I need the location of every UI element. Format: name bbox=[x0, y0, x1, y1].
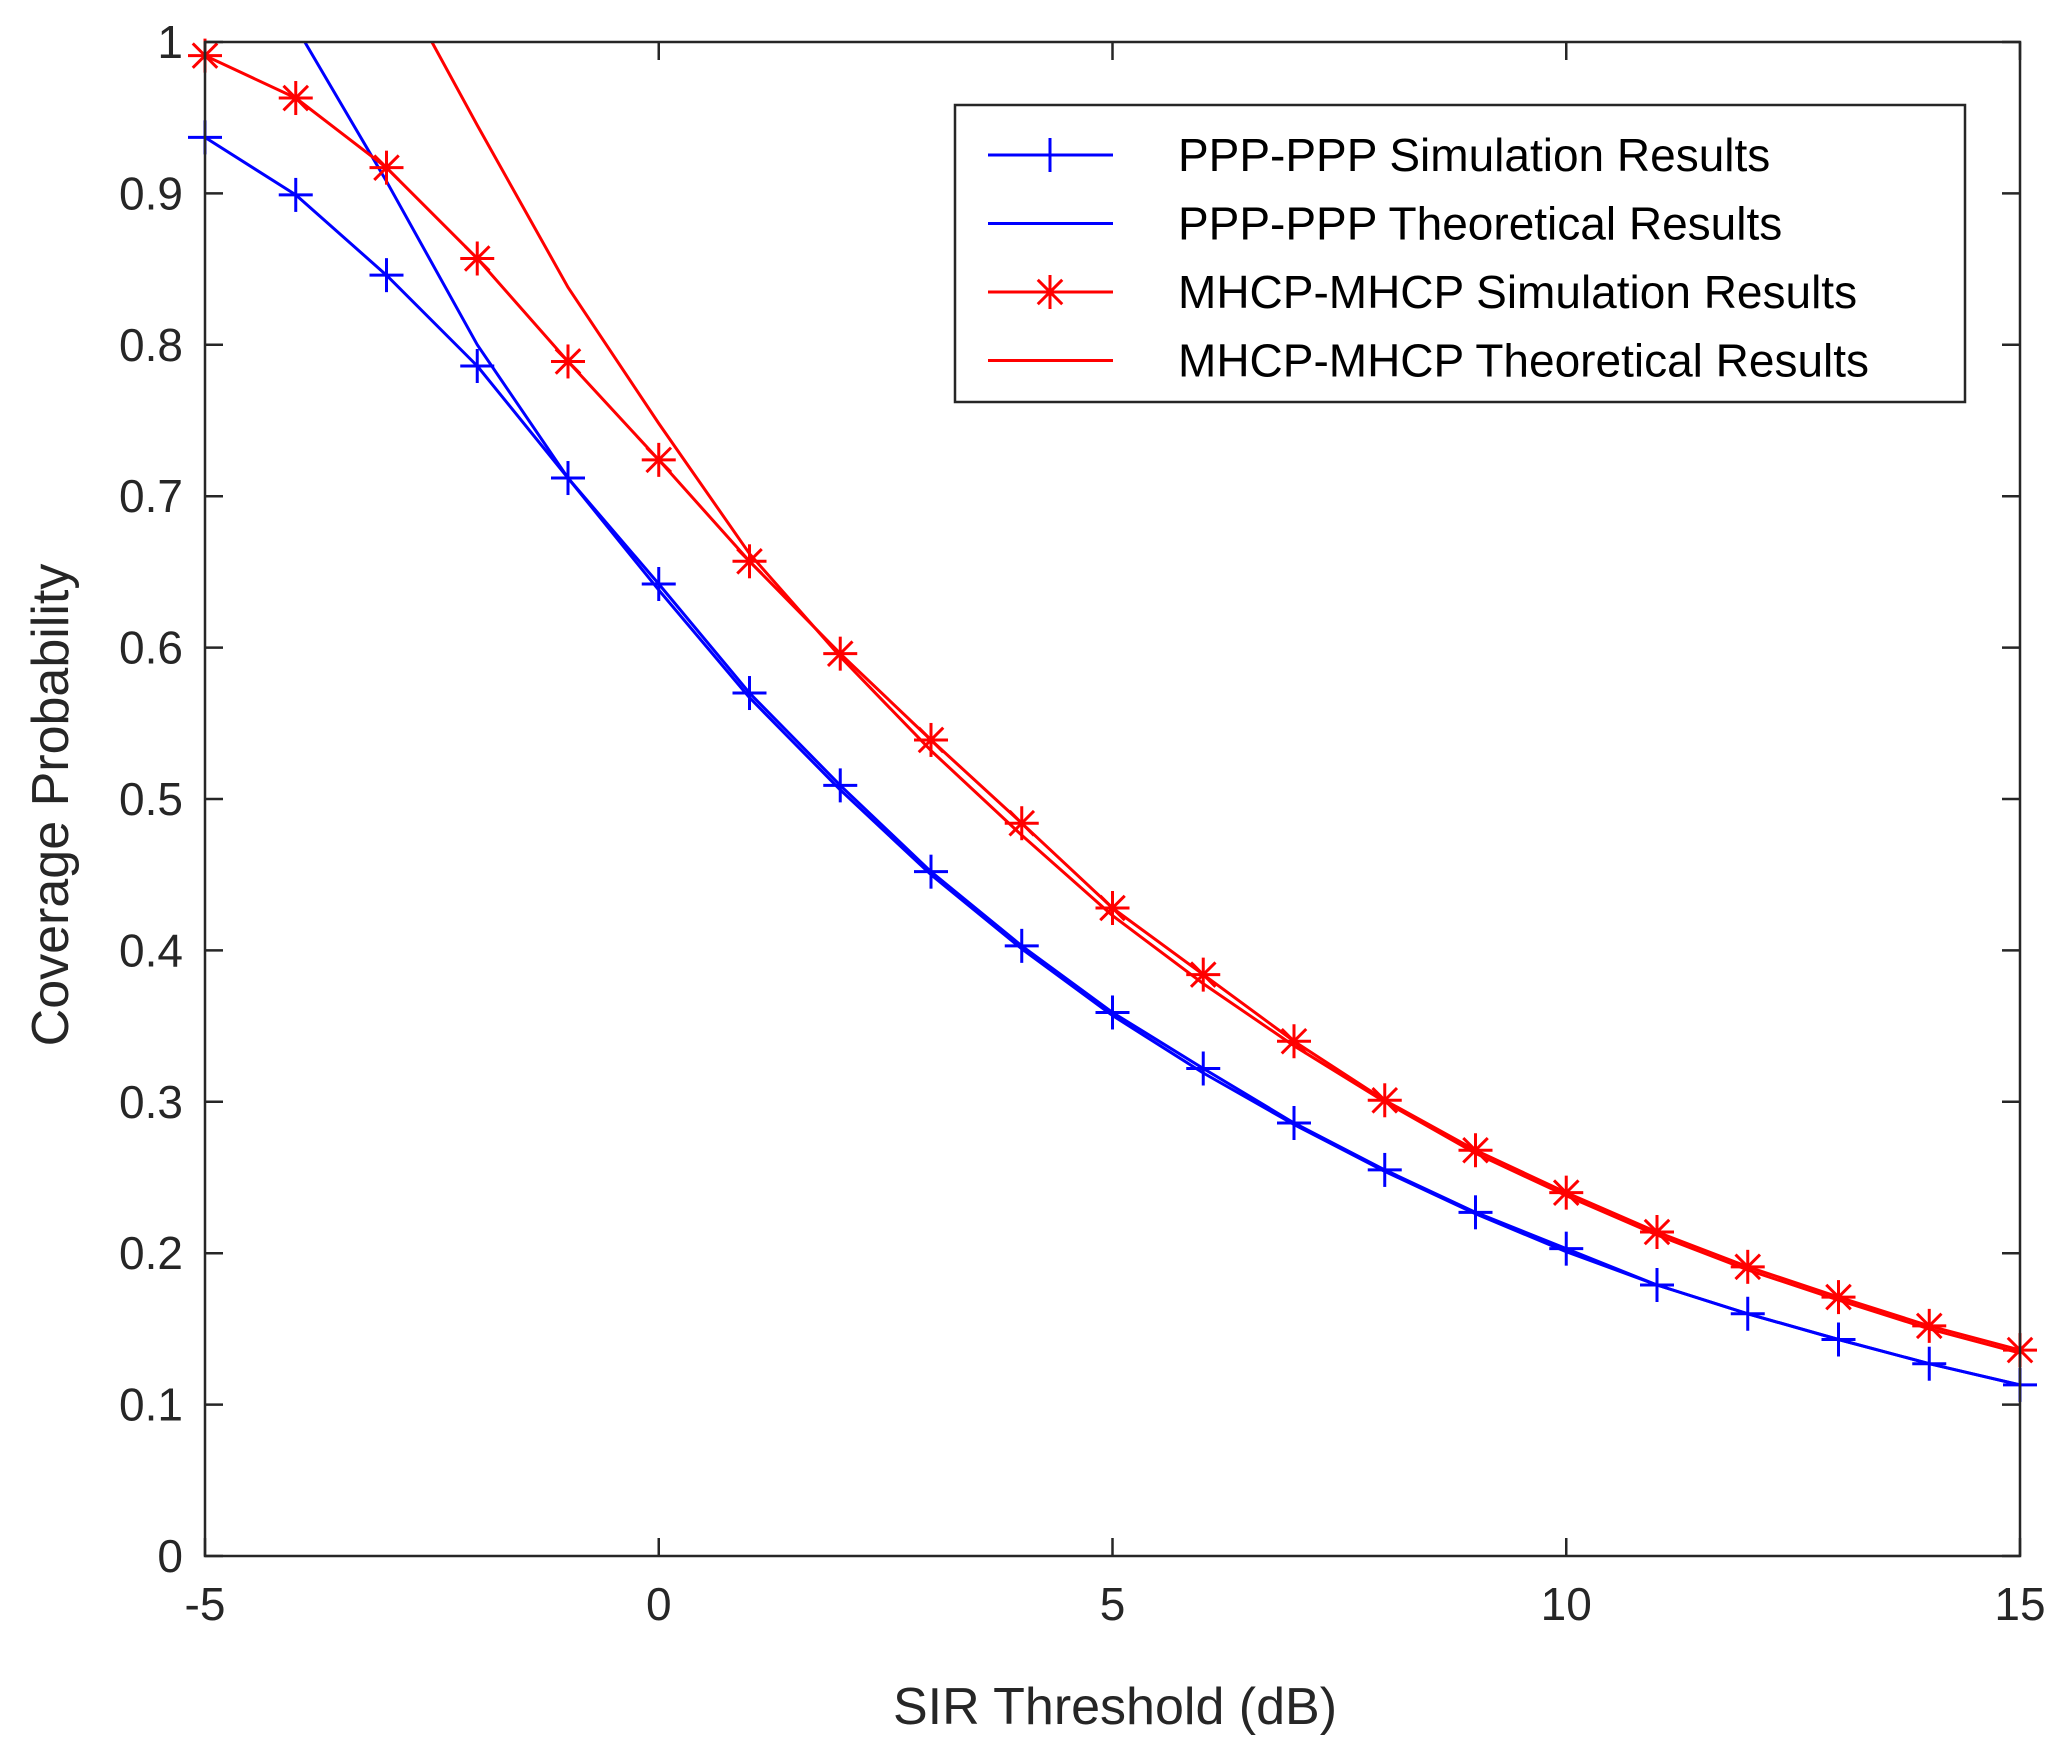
y-tick-label: 0.8 bbox=[119, 319, 183, 371]
data-point-series-1 bbox=[914, 854, 948, 889]
data-point-series-3 bbox=[1095, 891, 1130, 926]
x-tick-label: -5 bbox=[185, 1578, 226, 1630]
y-tick-label: 0.9 bbox=[119, 167, 183, 219]
data-point-series-3 bbox=[1640, 1215, 1674, 1250]
data-point-series-3 bbox=[369, 150, 404, 185]
data-point-series-3 bbox=[1730, 1249, 1765, 1284]
x-tick-label: 10 bbox=[1541, 1578, 1592, 1630]
data-point-series-1 bbox=[278, 177, 313, 212]
data-point-legend-3 bbox=[1033, 275, 1067, 309]
data-point-series-3 bbox=[1277, 1024, 1311, 1059]
data-point-series-3 bbox=[914, 722, 948, 757]
data-point-series-1 bbox=[1367, 1152, 1402, 1187]
data-point-series-1 bbox=[369, 258, 404, 293]
legend-box bbox=[953, 103, 1967, 404]
y-tick-label: 0.1 bbox=[119, 1379, 183, 1431]
data-point-series-1 bbox=[1730, 1296, 1765, 1331]
data-point-series-1 bbox=[1458, 1195, 1493, 1230]
data-point-series-3 bbox=[1186, 957, 1221, 992]
x-tick-label: 0 bbox=[646, 1578, 672, 1630]
data-point-series-3 bbox=[1004, 806, 1039, 841]
x-tick-label: 5 bbox=[1100, 1578, 1126, 1630]
data-point-series-3 bbox=[641, 442, 676, 477]
plot-layer bbox=[188, 38, 2037, 1402]
data-point-series-3 bbox=[1821, 1280, 1856, 1315]
y-tick-label: 1 bbox=[157, 16, 183, 68]
data-point-series-3 bbox=[732, 544, 767, 579]
data-point-series-1 bbox=[1186, 1051, 1221, 1086]
series-line-2 bbox=[303, 42, 2020, 1387]
y-tick-label: 0.2 bbox=[119, 1227, 183, 1279]
legend-label-1: PPP-PPP Simulation Results bbox=[1178, 129, 1770, 181]
data-point-series-1 bbox=[641, 567, 676, 602]
data-point-series-1 bbox=[1912, 1346, 1947, 1381]
x-tick-label: 15 bbox=[1994, 1578, 2045, 1630]
data-point-series-3 bbox=[1549, 1175, 1584, 1210]
y-tick-label: 0.5 bbox=[119, 773, 183, 825]
data-point-series-3 bbox=[823, 636, 858, 671]
data-point-series-3 bbox=[551, 344, 585, 379]
legend: PPP-PPP Simulation Results PPP-PPP Theore… bbox=[953, 103, 1967, 404]
data-point-legend-1 bbox=[1033, 138, 1067, 172]
x-axis-label: SIR Threshold (dB) bbox=[893, 1678, 1337, 1736]
legend-label-2: PPP-PPP Theoretical Results bbox=[1178, 198, 1782, 250]
data-point-series-3 bbox=[460, 241, 495, 276]
data-point-series-1 bbox=[1277, 1105, 1311, 1140]
data-point-series-3 bbox=[1458, 1133, 1493, 1168]
data-point-series-1 bbox=[1004, 928, 1039, 963]
axes-box bbox=[203, 40, 2022, 1558]
y-axis-label: Coverage Probability bbox=[22, 564, 80, 1047]
data-point-series-1 bbox=[823, 768, 858, 803]
legend-label-3: MHCP-MHCP Simulation Results bbox=[1178, 266, 1857, 318]
legend-label-4: MHCP-MHCP Theoretical Results bbox=[1178, 335, 1869, 387]
data-point-series-1 bbox=[732, 676, 767, 711]
data-point-series-3 bbox=[1912, 1308, 1947, 1343]
data-point-series-1 bbox=[460, 348, 495, 383]
data-point-series-3 bbox=[1367, 1083, 1402, 1118]
data-point-series-1 bbox=[1821, 1322, 1856, 1357]
y-tick-label: 0.7 bbox=[119, 470, 183, 522]
y-tick-label: 0 bbox=[157, 1530, 183, 1582]
data-point-series-1 bbox=[551, 461, 585, 496]
data-point-series-1 bbox=[1640, 1267, 1674, 1302]
y-tick-label: 0.6 bbox=[119, 622, 183, 674]
y-tick-label: 0.4 bbox=[119, 924, 183, 976]
y-tick-label: 0.3 bbox=[119, 1076, 183, 1128]
data-point-series-1 bbox=[1549, 1231, 1584, 1266]
data-point-series-1 bbox=[1095, 995, 1130, 1030]
data-point-series-3 bbox=[278, 81, 313, 116]
